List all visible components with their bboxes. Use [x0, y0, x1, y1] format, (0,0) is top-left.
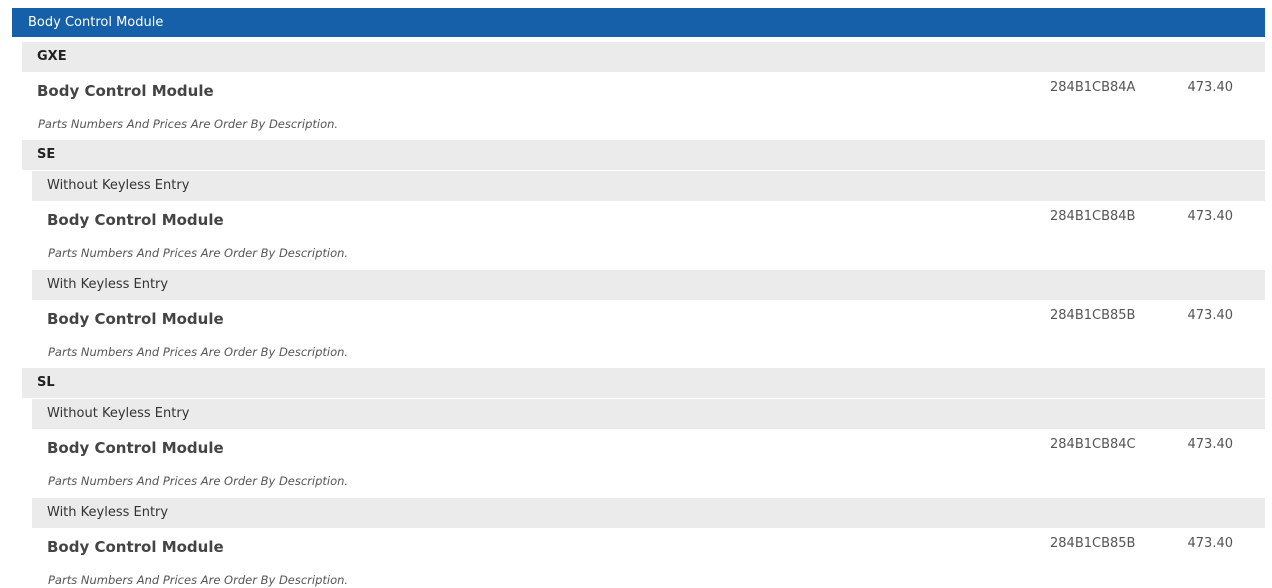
- group-row: SL: [22, 368, 1265, 398]
- subgroup-row: With Keyless Entry: [32, 498, 1265, 528]
- price: 473.40: [1187, 209, 1234, 224]
- item-name: Body Control Module: [37, 82, 214, 100]
- item-name: Body Control Module: [47, 310, 224, 328]
- item-note: Parts Numbers And Prices Are Order By De…: [48, 246, 349, 260]
- item-note: Parts Numbers And Prices Are Order By De…: [48, 474, 349, 488]
- part-number: 284B1CB84B: [1050, 209, 1136, 224]
- part-number: 284B1CB85B: [1050, 536, 1136, 551]
- section-header: Body Control Module: [12, 8, 1265, 37]
- part-number: 284B1CB84C: [1050, 437, 1136, 452]
- subgroup-row: Without Keyless Entry: [32, 171, 1265, 201]
- item-note: Parts Numbers And Prices Are Order By De…: [38, 117, 339, 131]
- price: 473.40: [1187, 308, 1234, 323]
- item-name: Body Control Module: [47, 211, 224, 229]
- price: 473.40: [1187, 80, 1234, 95]
- part-number: 284B1CB85B: [1050, 308, 1136, 323]
- item-name: Body Control Module: [47, 538, 224, 556]
- group-row: GXE: [22, 42, 1265, 72]
- group-row: SE: [22, 140, 1265, 170]
- part-number: 284B1CB84A: [1050, 80, 1136, 95]
- item-name: Body Control Module: [47, 439, 224, 457]
- price: 473.40: [1187, 437, 1234, 452]
- item-note: Parts Numbers And Prices Are Order By De…: [48, 573, 349, 587]
- subgroup-row: With Keyless Entry: [32, 270, 1265, 300]
- subgroup-row: Without Keyless Entry: [32, 399, 1265, 429]
- price: 473.40: [1187, 536, 1234, 551]
- item-note: Parts Numbers And Prices Are Order By De…: [48, 345, 349, 359]
